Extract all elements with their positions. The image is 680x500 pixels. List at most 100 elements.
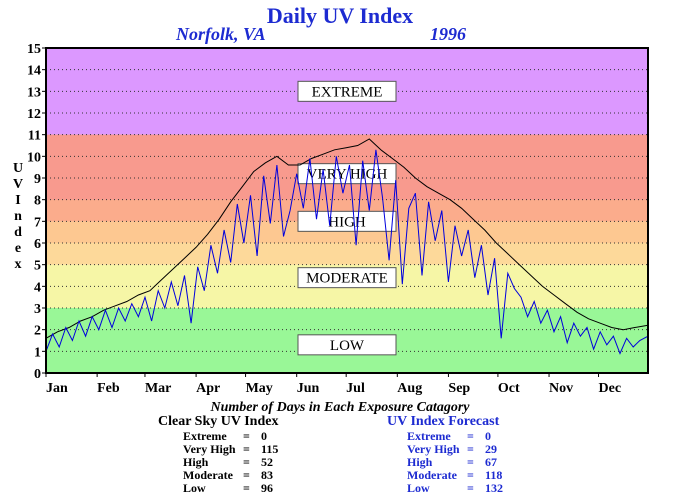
y-axis-label-letter: I bbox=[15, 193, 20, 208]
chart-location: Norfolk, VA bbox=[176, 24, 266, 44]
band-label-box bbox=[297, 267, 397, 289]
y-axis-label-letter: x bbox=[15, 257, 22, 272]
x-tick-label: Jan bbox=[46, 381, 68, 396]
series-clear-sky-uv-index bbox=[45, 138, 649, 339]
y-tick-label: 15 bbox=[27, 42, 41, 57]
x-tick-label: Oct bbox=[498, 381, 520, 396]
y-tick-label: 12 bbox=[27, 107, 41, 122]
stats-equals: = bbox=[243, 481, 250, 495]
y-tick-label: 2 bbox=[34, 324, 41, 339]
forecast-title: UV Index Forecast bbox=[387, 414, 500, 429]
stats-value: 67 bbox=[485, 455, 497, 469]
stats-value: 115 bbox=[261, 442, 279, 456]
band-label-box bbox=[297, 80, 397, 102]
stats-row: Very High = 29 bbox=[407, 443, 503, 456]
stats-value: 0 bbox=[485, 429, 491, 443]
band-shade bbox=[46, 243, 648, 265]
data-series bbox=[45, 138, 649, 355]
stats-value: 132 bbox=[485, 481, 503, 495]
stats-name: Very High bbox=[183, 442, 236, 456]
clear-sky-title: Clear Sky UV Index bbox=[158, 414, 279, 429]
x-tick-label: Nov bbox=[549, 381, 573, 396]
stats-value: 0 bbox=[261, 429, 267, 443]
stats-name: High bbox=[183, 455, 209, 469]
stats-heading: Number of Days in Each Exposure Catagory bbox=[210, 400, 470, 415]
y-tick-label: 1 bbox=[34, 345, 41, 360]
y-tick-label: 11 bbox=[28, 129, 41, 144]
stats-name: High bbox=[407, 455, 433, 469]
x-tick-label: Apr bbox=[196, 381, 220, 396]
stats-equals: = bbox=[467, 468, 474, 482]
clear-sky-table: Extreme = 0 Very High = 115 High = 52 Mo… bbox=[183, 430, 278, 495]
stats-equals: = bbox=[243, 468, 250, 482]
band-label-box bbox=[297, 334, 397, 356]
y-tick-label: 7 bbox=[34, 215, 41, 230]
y-axis-label-letter: d bbox=[14, 225, 22, 240]
band-label-box bbox=[297, 210, 397, 232]
y-tick-label: 6 bbox=[34, 237, 41, 252]
y-axis-label-letter: e bbox=[15, 241, 21, 256]
y-tick-label: 9 bbox=[34, 172, 41, 187]
stats-row: Moderate = 83 bbox=[183, 469, 278, 482]
x-tick-label: Aug bbox=[397, 381, 422, 396]
forecast-table: Extreme = 0 Very High = 29 High = 67 Mod… bbox=[407, 430, 503, 495]
y-tick-label: 5 bbox=[34, 259, 41, 274]
band-shade bbox=[46, 221, 648, 243]
series-uv-index-forecast bbox=[45, 149, 649, 355]
x-tick-label: Feb bbox=[97, 381, 120, 396]
stats-row: Moderate = 118 bbox=[407, 469, 503, 482]
band-label: MODERATE bbox=[306, 271, 388, 287]
y-tick-label: 0 bbox=[34, 367, 41, 382]
chart-year: 1996 bbox=[430, 24, 466, 44]
clear-sky-stats: Clear Sky UV Index Extreme = 0 Very High… bbox=[158, 414, 278, 495]
stats-row: High = 52 bbox=[183, 456, 278, 469]
stats-name: Moderate bbox=[407, 468, 457, 482]
stats-row: High = 67 bbox=[407, 456, 503, 469]
x-tick-label: Mar bbox=[145, 381, 171, 396]
stats-row: Very High = 115 bbox=[183, 443, 278, 456]
stats-name: Very High bbox=[407, 442, 460, 456]
stats-row: Low = 132 bbox=[407, 482, 503, 495]
chart-title: Daily UV Index bbox=[266, 3, 414, 28]
stats-value: 83 bbox=[261, 468, 273, 482]
stats-equals: = bbox=[467, 481, 474, 495]
stats-equals: = bbox=[467, 455, 474, 469]
x-tick-label: Jun bbox=[297, 381, 320, 396]
y-axis-label-letter: n bbox=[14, 209, 22, 224]
band-label: EXTREME bbox=[312, 84, 383, 100]
stats-name: Low bbox=[183, 481, 206, 495]
stats-row: Low = 96 bbox=[183, 482, 278, 495]
stats-name: Moderate bbox=[183, 468, 233, 482]
x-axis-ticks: Jan Feb Mar Apr May Jun Jul Aug Sep Oct Nov Dec bbox=[45, 373, 622, 396]
forecast-stats: UV Index Forecast Extreme = 0 Very High … bbox=[387, 414, 503, 495]
stats-value: 29 bbox=[485, 442, 497, 456]
stats-equals: = bbox=[243, 442, 250, 456]
stats-name: Extreme bbox=[407, 429, 451, 443]
y-tick-label: 8 bbox=[34, 194, 41, 209]
stats-equals: = bbox=[243, 429, 250, 443]
x-tick-label: May bbox=[246, 381, 273, 396]
band-label: HIGH bbox=[328, 214, 366, 230]
y-tick-label: 10 bbox=[27, 150, 41, 165]
stats-equals: = bbox=[467, 429, 474, 443]
x-tick-label: Sep bbox=[448, 381, 470, 396]
stats-value: 118 bbox=[485, 468, 503, 482]
y-axis-label-letter: U bbox=[13, 161, 23, 176]
stats-name: Extreme bbox=[183, 429, 227, 443]
y-tick-label: 13 bbox=[27, 85, 41, 100]
stats-row: Extreme = 0 bbox=[183, 430, 278, 443]
stats-value: 96 bbox=[261, 481, 273, 495]
x-tick-label: Dec bbox=[599, 381, 622, 396]
y-tick-label: 3 bbox=[34, 302, 41, 317]
y-tick-label: 14 bbox=[27, 64, 41, 79]
x-tick-label: Jul bbox=[346, 381, 365, 396]
stats-equals: = bbox=[467, 442, 474, 456]
stats-equals: = bbox=[243, 455, 250, 469]
stats-name: Low bbox=[407, 481, 430, 495]
band-label: LOW bbox=[330, 338, 365, 354]
plot-frame bbox=[45, 47, 649, 374]
